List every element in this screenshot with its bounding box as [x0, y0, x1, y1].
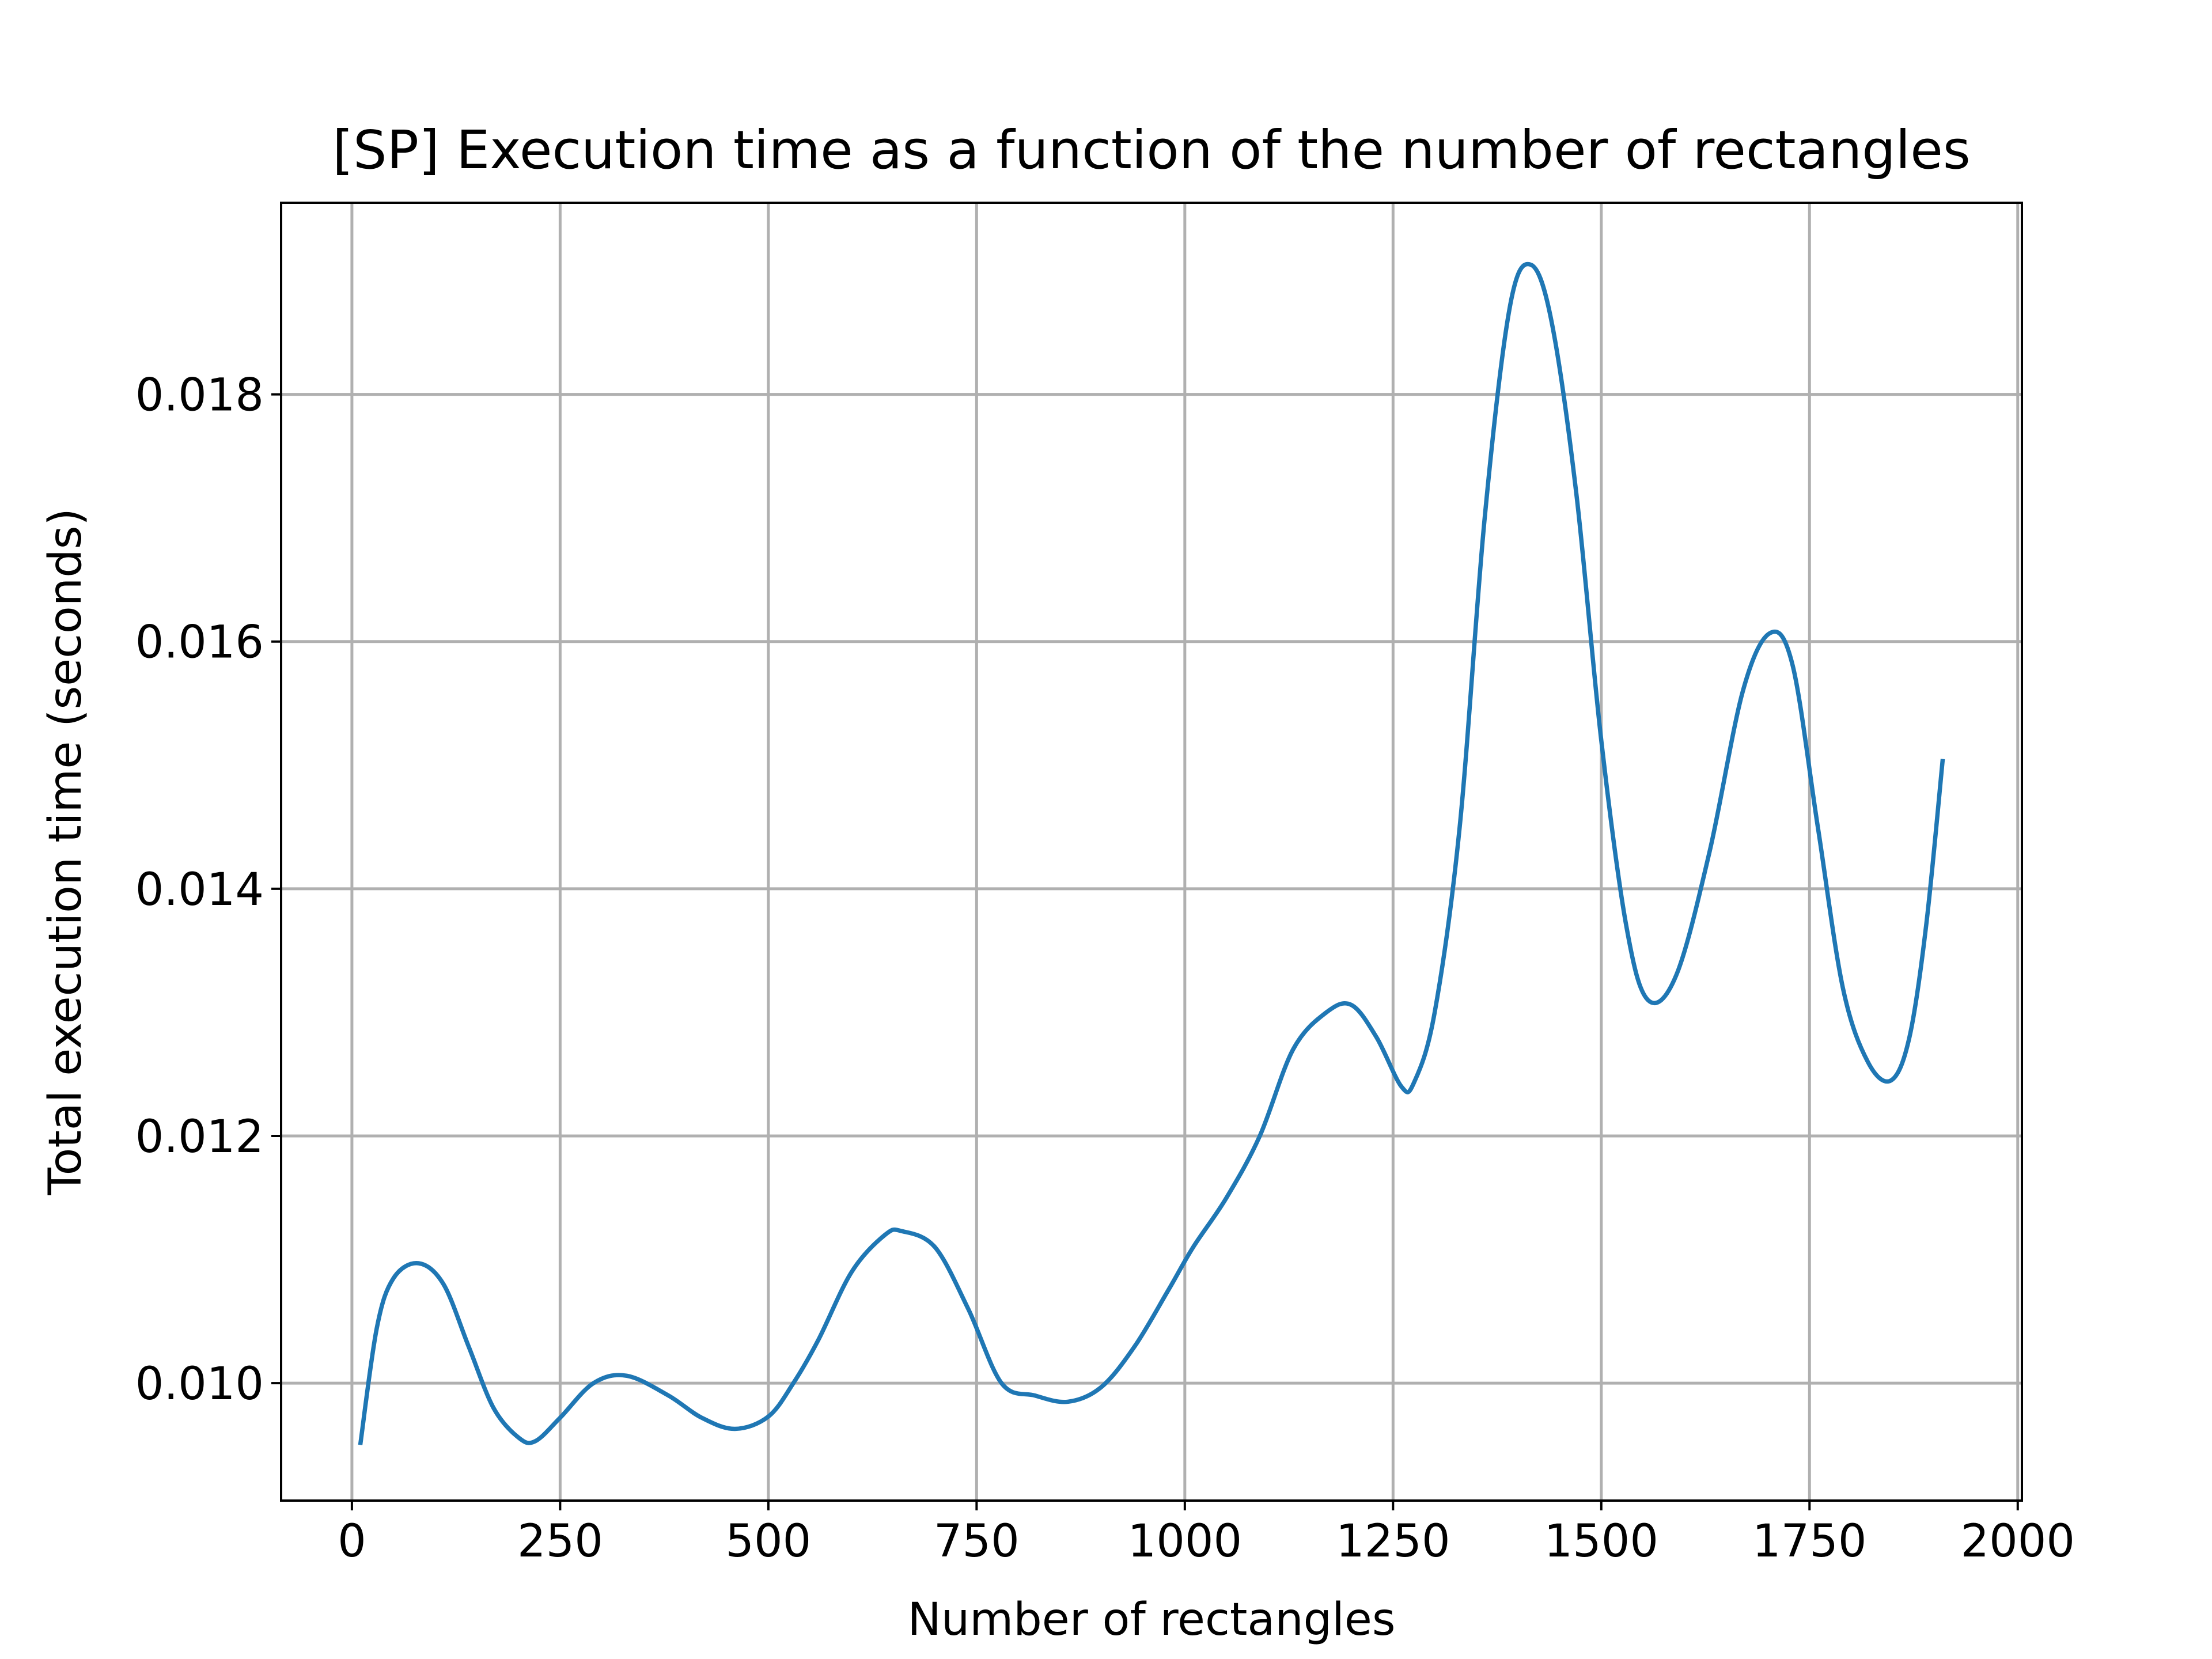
y-tick-label: 0.016 [135, 617, 264, 669]
x-axis-label: Number of rectangles [908, 1594, 1396, 1646]
x-tick-label: 1500 [1544, 1516, 1659, 1567]
grid [281, 203, 2022, 1501]
x-tick-label: 1750 [1752, 1516, 1867, 1567]
chart-title: [SP] Execution time as a function of the… [332, 119, 1971, 181]
x-axis: 0 250 500 750 1000 1250 1500 1750 2000 [338, 1501, 2075, 1567]
x-tick-label: 2000 [1961, 1516, 2075, 1567]
x-tick-label: 500 [725, 1516, 811, 1567]
plot-frame [280, 202, 2023, 1502]
series-layer [358, 262, 1945, 1445]
y-tick-label: 0.012 [135, 1111, 264, 1163]
y-axis-label: Total execution time (seconds) [40, 508, 92, 1196]
x-tick-label: 1000 [1128, 1516, 1243, 1567]
x-tick-label: 250 [517, 1516, 603, 1567]
y-axis: 0.010 0.012 0.014 0.016 0.018 [135, 370, 281, 1410]
x-tick-label: 750 [934, 1516, 1020, 1567]
y-tick-label: 0.014 [135, 864, 264, 916]
x-tick-label: 1250 [1336, 1516, 1450, 1567]
y-tick-label: 0.018 [135, 370, 264, 422]
series-line [358, 262, 1945, 1445]
x-tick-label: 0 [338, 1516, 366, 1567]
y-tick-label: 0.010 [135, 1358, 264, 1410]
